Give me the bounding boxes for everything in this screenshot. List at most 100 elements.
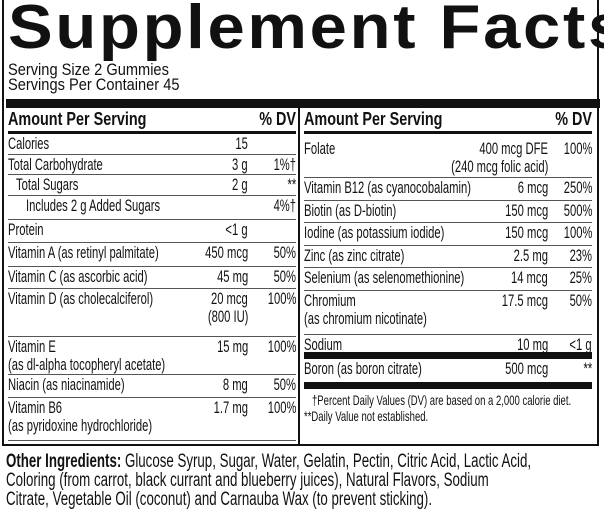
nutrient-row: Vitamin B12 (as cyanocobalamin) 6 mcg 250% [304,178,592,201]
nutrient-amount: 150 mcg [504,201,548,220]
nutrient-row: Vitamin A (as retinyl palmitate) 450 mcg 5… [8,243,296,267]
nutrient-name: Calories [8,134,50,153]
dv-header: % DV [259,109,296,129]
nutrient-dv: 500% [563,201,592,220]
nutrient-name: Vitamin B12 (as cyanocobalamin) [304,178,471,197]
nutrient-dv: 100% [563,223,592,242]
nutrient-dv: 250% [563,178,592,197]
nutrient-amount: 3 g [232,155,248,174]
nutrient-amount: 2.5 mg [513,246,548,265]
nutrient-dv: 50% [273,243,296,262]
other-ingredients-label: Other Ingredients: [6,451,122,472]
nutrient-amount: 450 mcg [204,243,248,262]
nutrient-amount: 15 mg [216,337,248,356]
nutrient-dv: 23% [569,246,592,265]
nutrient-row: Vitamin E (as dl-alpha tocopheryl acetate… [8,337,296,375]
nutrient-source: (as dl-alpha tocopheryl acetate) [8,355,166,374]
nutrient-dv: 50% [273,267,296,286]
nutrient-dv: <1 g [569,335,592,354]
column-header: Amount Per Serving % DV [8,108,296,134]
footnote: **Daily Value not established. [304,408,429,424]
nutrient-name: Total Sugars [16,175,79,194]
column-divider [298,108,300,444]
nutrient-name: Biotin (as D-biotin) [304,201,397,220]
panel-title: Supplement Facts [8,0,604,62]
nutrient-name: Vitamin A (as retinyl palmitate) [8,243,159,262]
nutrient-dv: 100% [267,337,296,356]
nutrient-amount: 20 mcg [211,289,248,308]
nutrient-name: Iodine (as potassium iodide) [304,223,445,242]
left-column: Amount Per Serving % DV Calories 15 Total … [8,108,296,441]
nutrient-name: Chromium [304,291,356,310]
nutrient-row: Vitamin C (as ascorbic acid) 45 mg 50% [8,267,296,289]
nutrient-row: Includes 2 g Added Sugars 4%† [8,196,296,220]
nutrient-name: Sodium [304,335,343,354]
nutrient-amount: 10 mg [516,335,548,354]
nutrient-amount: 17.5 mcg [501,291,548,310]
nutrient-dv: 4%† [273,196,296,215]
nutrient-row: Total Sugars 2 g ** [8,175,296,196]
nutrient-row: Boron (as boron citrate) 500 mcg ** [304,359,592,389]
dv-header: % DV [555,109,592,129]
nutrient-name: Vitamin B6 [8,398,63,417]
column-header: Amount Per Serving % DV [304,108,592,134]
nutrient-amount: <1 g [225,220,248,239]
nutrient-amount: 6 mcg [517,178,548,197]
nutrient-source: (as chromium nicotinate) [304,309,427,328]
nutrient-amount: 14 mcg [511,268,548,287]
supplement-facts-panel [2,0,599,446]
servings-per-container: Servings Per Container 45 [8,75,180,94]
footnote: †Percent Daily Values (DV) are based on … [312,392,572,408]
nutrient-row: Selenium (as selenomethionine) 14 mcg 25% [304,268,592,291]
nutrient-amount-note: (240 mcg folic acid) [450,157,548,176]
nutrient-name: Folate [304,139,336,158]
nutrient-dv: 50% [273,375,296,394]
nutrient-dv: ** [583,359,592,378]
nutrient-name: Niacin (as niacinamide) [8,375,125,394]
nutrient-row: Protein <1 g [8,220,296,243]
nutrient-name: Protein [8,220,44,239]
nutrient-row: Folate 400 mcg DFE (240 mcg folic acid) 100… [304,134,592,178]
nutrient-dv: 100% [267,289,296,308]
nutrient-amount: 2 g [232,175,248,194]
nutrient-row: Chromium (as chromium nicotinate) 17.5 mcg… [304,291,592,335]
nutrient-row: Zinc (as zinc citrate) 2.5 mg 23% [304,246,592,268]
nutrient-amount: 1.7 mg [213,398,248,417]
nutrient-name: Total Carbohydrate [8,155,103,174]
nutrient-dv: 100% [563,139,592,158]
serving-size: Serving Size 2 Gummies [8,60,169,79]
nutrient-name: Boron (as boron citrate) [304,359,422,378]
nutrient-name: Vitamin E [8,337,56,356]
nutrient-dv: ** [287,175,296,194]
nutrient-amount-note: (800 IU) [207,307,248,326]
nutrient-amount: 150 mcg [504,223,548,242]
nutrient-source: (as pyridoxine hydrochloride) [8,416,153,435]
nutrient-name: Zinc (as zinc citrate) [304,246,405,265]
amount-header: Amount Per Serving [304,109,443,129]
nutrient-amount: 400 mcg DFE [479,139,548,158]
nutrient-amount: 8 mg [223,375,248,394]
nutrient-amount: 500 mcg [504,359,548,378]
nutrient-dv: 100% [267,398,296,417]
nutrient-row: Total Carbohydrate 3 g 1%† [8,155,296,175]
nutrient-dv: 1%† [273,155,296,174]
nutrient-name: Vitamin C (as ascorbic acid) [8,267,148,286]
nutrient-amount: 45 mg [216,267,248,286]
nutrient-name: Selenium (as selenomethionine) [304,268,465,287]
nutrient-row: Niacin (as niacinamide) 8 mg 50% [8,375,296,398]
nutrient-dv: 25% [569,268,592,287]
nutrient-row: Iodine (as potassium iodide) 150 mcg 100% [304,223,592,246]
nutrient-row: Biotin (as D-biotin) 150 mcg 500% [304,201,592,223]
nutrient-row: Vitamin B6 (as pyridoxine hydrochloride) 1… [8,398,296,441]
nutrient-row: Calories 15 [8,134,296,155]
nutrient-row: Sodium 10 mg <1 g [304,335,592,359]
right-column: Amount Per Serving % DV Folate 400 mcg DF… [304,108,592,424]
other-ingredients: Other Ingredients: Glucose Syrup, Sugar,… [6,451,532,510]
amount-header: Amount Per Serving [8,109,147,129]
nutrient-dv: 50% [569,291,592,310]
nutrient-name: Includes 2 g Added Sugars [26,196,161,215]
nutrient-name: Vitamin D (as cholecalciferol) [8,289,154,308]
divider-bar [6,99,600,108]
nutrient-row: Vitamin D (as cholecalciferol) 20 mcg (800… [8,289,296,337]
nutrient-amount: 15 [235,134,248,153]
